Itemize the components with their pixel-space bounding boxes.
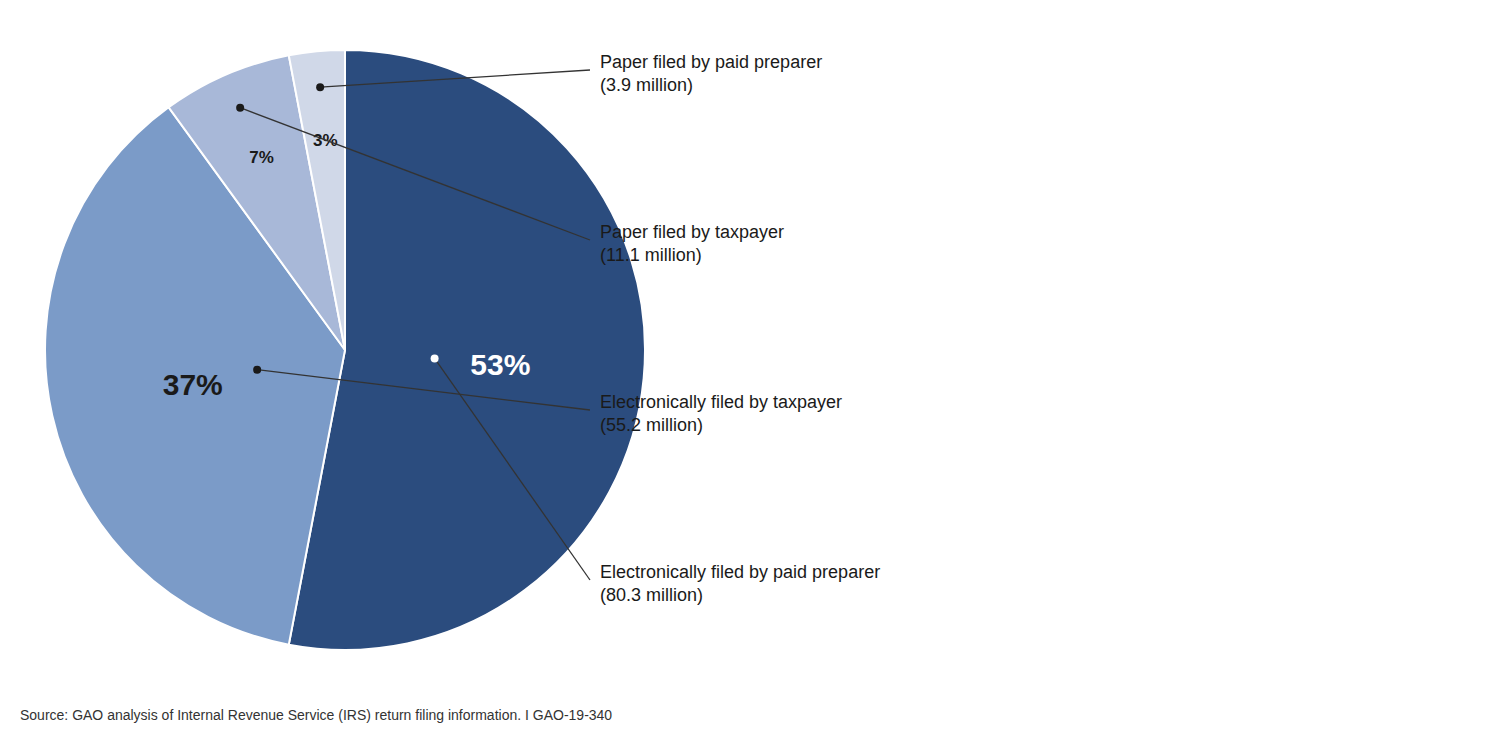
leader-dot [431, 354, 439, 362]
leader-line [257, 370, 590, 410]
leader-line [320, 70, 590, 87]
leader-dot [253, 366, 261, 374]
category-label: Paper filed by paid preparer(3.9 million… [600, 52, 822, 95]
annotations: Electronically filed by paid preparer(80… [236, 52, 880, 605]
source-note: Source: GAO analysis of Internal Revenue… [20, 707, 612, 723]
slice-value-label: 53% [470, 348, 530, 381]
pie-slice [289, 50, 345, 350]
leader-line [240, 108, 590, 240]
slice-value-label: 37% [163, 368, 223, 401]
leader-dot [316, 83, 324, 91]
leader-line [435, 358, 590, 580]
category-label: Electronically filed by paid preparer(80… [600, 562, 880, 605]
category-label: Paper filed by taxpayer(11.1 million) [600, 222, 784, 265]
chart: 53% 37% 7% 3% Electronically filed by paid p… [0, 0, 1500, 733]
pie [45, 50, 645, 650]
chart-container: 53% 37% 7% 3% Electronically filed by paid p… [0, 0, 1500, 733]
leader-dot [236, 104, 244, 112]
slice-value-label: 3% [313, 131, 338, 150]
slice-labels: 53% 37% 7% 3% [163, 131, 531, 400]
slice-value-label: 7% [249, 148, 274, 167]
category-label: Electronically filed by taxpayer(55.2 mi… [600, 392, 842, 435]
